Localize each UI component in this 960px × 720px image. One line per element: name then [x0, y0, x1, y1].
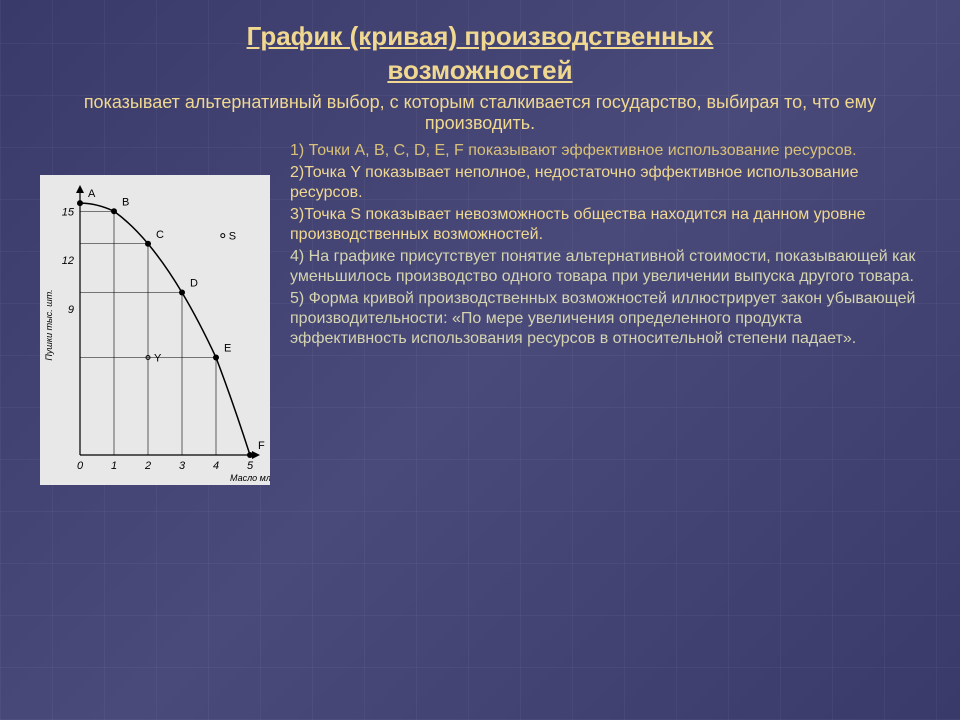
svg-text:0: 0 — [77, 460, 84, 472]
chart-svg: 01234591215ABCDEFYSМасло млн. т.Пушки ты… — [40, 175, 270, 485]
svg-text:Y: Y — [154, 352, 162, 364]
point-2: 2)Точка Y показывает неполное, недостато… — [290, 163, 920, 203]
svg-text:1: 1 — [111, 460, 117, 472]
svg-text:9: 9 — [68, 304, 74, 316]
svg-text:E: E — [224, 342, 231, 354]
svg-text:B: B — [122, 196, 129, 208]
svg-text:15: 15 — [62, 206, 75, 218]
svg-text:2: 2 — [144, 460, 151, 472]
svg-text:Масло млн. т.: Масло млн. т. — [230, 473, 270, 483]
title-line-2: возможностей — [387, 55, 572, 85]
point-5: 5) Форма кривой производственных возможн… — [290, 289, 920, 349]
svg-text:Пушки тыс. шт.: Пушки тыс. шт. — [44, 289, 54, 360]
text-column: 1) Точки A, B, C, D, E, F показывают эфф… — [290, 145, 920, 485]
svg-text:C: C — [156, 229, 164, 241]
svg-text:A: A — [88, 188, 96, 200]
svg-text:12: 12 — [62, 255, 74, 267]
point-1: 1) Точки A, B, C, D, E, F показывают эфф… — [290, 141, 920, 161]
slide-content: График (кривая) производственных возможн… — [0, 0, 960, 505]
title-line-1: График (кривая) производственных — [247, 21, 714, 51]
slide-title: График (кривая) производственных возможн… — [40, 20, 920, 88]
chart-column: 01234591215ABCDEFYSМасло млн. т.Пушки ты… — [40, 145, 280, 485]
svg-text:3: 3 — [179, 460, 186, 472]
point-3: 3)Точка S показывает невозможность общес… — [290, 205, 920, 245]
slide-subtitle: показывает альтернативный выбор, с котор… — [40, 92, 920, 135]
svg-text:D: D — [190, 277, 198, 289]
svg-text:5: 5 — [247, 460, 254, 472]
svg-text:4: 4 — [213, 460, 219, 472]
ppf-chart: 01234591215ABCDEFYSМасло млн. т.Пушки ты… — [40, 175, 270, 485]
main-area: 01234591215ABCDEFYSМасло млн. т.Пушки ты… — [40, 145, 920, 485]
svg-text:S: S — [229, 230, 236, 242]
svg-text:F: F — [258, 440, 265, 452]
point-4: 4) На графике присутствует понятие альте… — [290, 247, 920, 287]
